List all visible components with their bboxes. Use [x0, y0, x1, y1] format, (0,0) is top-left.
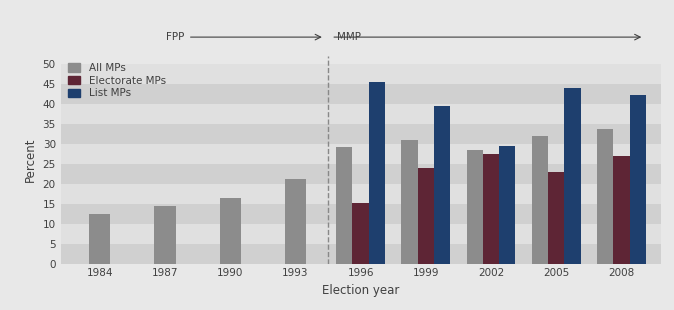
Bar [434, 106, 450, 264]
Bar [61, 204, 661, 224]
Bar [61, 124, 661, 144]
Bar [597, 129, 613, 264]
X-axis label: Election year: Election year [322, 284, 399, 297]
Bar [220, 197, 241, 264]
Bar [336, 147, 353, 264]
Bar [61, 184, 661, 204]
Text: MMP: MMP [337, 32, 361, 42]
Bar [418, 168, 434, 264]
Bar [154, 206, 176, 264]
Bar [466, 150, 483, 264]
Bar [564, 88, 580, 264]
Bar [630, 95, 646, 264]
Bar [532, 136, 548, 264]
Bar [548, 172, 564, 264]
Bar [61, 164, 661, 184]
Bar [61, 104, 661, 124]
Bar [61, 224, 661, 244]
Bar [353, 203, 369, 264]
Y-axis label: Percent: Percent [24, 137, 37, 182]
Bar [61, 64, 661, 84]
Bar [369, 82, 385, 264]
Text: FPP: FPP [166, 32, 185, 42]
Bar [89, 214, 111, 264]
Bar [483, 154, 499, 264]
Bar [61, 84, 661, 104]
Bar [499, 146, 516, 264]
Bar [285, 179, 306, 264]
Bar [613, 156, 630, 264]
Bar [401, 140, 418, 264]
Legend: All MPs, Electorate MPs, List MPs: All MPs, Electorate MPs, List MPs [66, 61, 168, 100]
Bar [61, 144, 661, 164]
Bar [61, 244, 661, 264]
